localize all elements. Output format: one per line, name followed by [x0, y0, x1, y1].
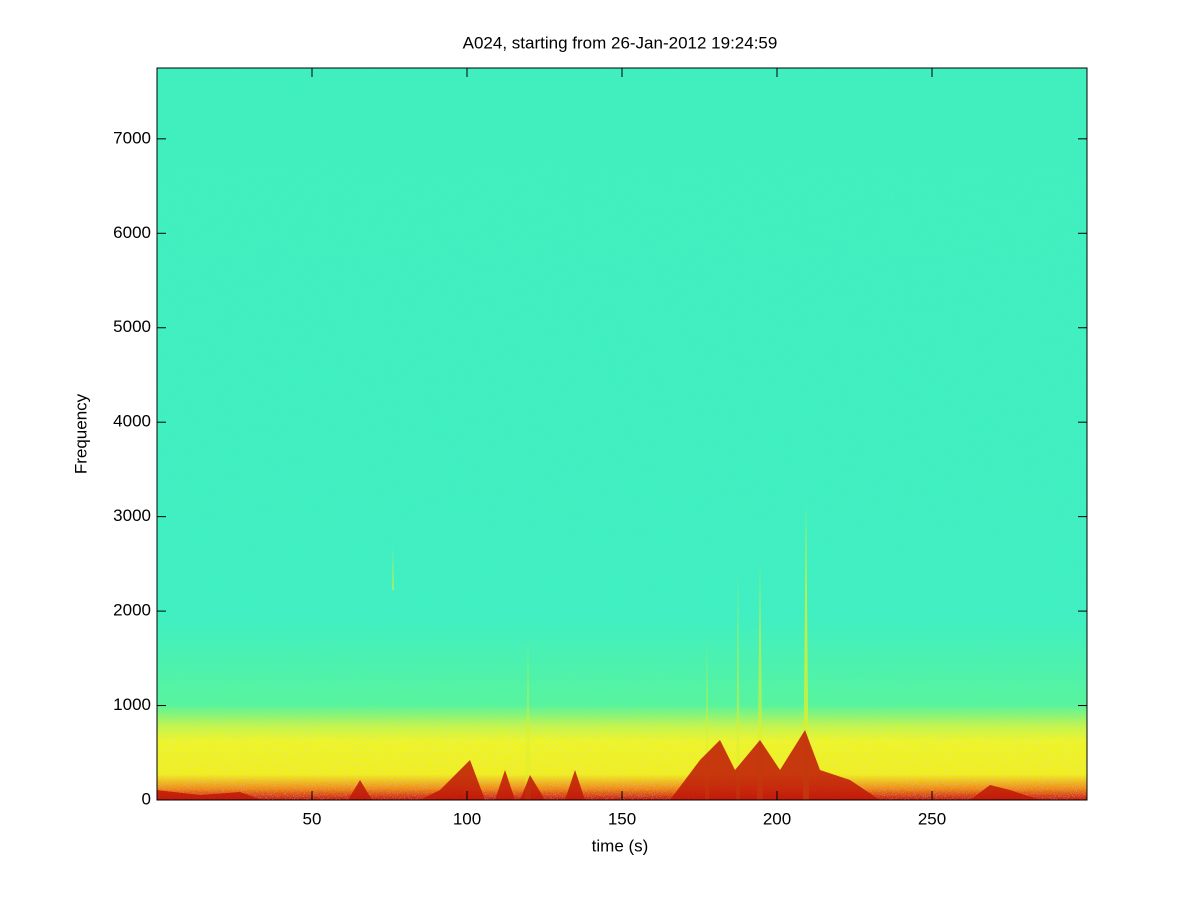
x-tick-label: 100 — [453, 809, 481, 828]
y-tick-label: 3000 — [113, 506, 151, 525]
y-tick-label: 2000 — [113, 601, 151, 620]
y-tick-label: 7000 — [113, 128, 151, 147]
y-tick-label: 4000 — [113, 412, 151, 431]
spectrogram-image — [157, 68, 1087, 800]
x-tick-label: 150 — [608, 809, 636, 828]
x-tick-label: 50 — [303, 809, 322, 828]
chart-title: A024, starting from 26-Jan-2012 19:24:59 — [463, 33, 778, 52]
x-axis-label: time (s) — [592, 836, 649, 855]
y-tick-label: 6000 — [113, 223, 151, 242]
x-tick-label: 250 — [918, 809, 946, 828]
y-tick-label: 1000 — [113, 695, 151, 714]
y-axis-label: Frequency — [71, 393, 90, 474]
x-tick-label: 200 — [763, 809, 791, 828]
y-tick-label: 0 — [142, 789, 151, 808]
y-tick-label: 5000 — [113, 317, 151, 336]
